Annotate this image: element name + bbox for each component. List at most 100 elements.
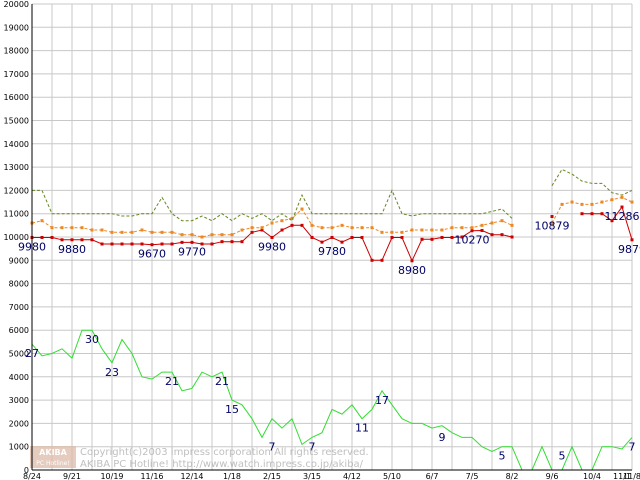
x-tick-label: 5/10 [383, 472, 401, 480]
data-label: 21 [215, 375, 229, 388]
series-point [120, 230, 124, 234]
series-point [350, 226, 354, 230]
series-point [630, 200, 634, 204]
series-point [580, 202, 584, 206]
series-point [80, 238, 84, 242]
data-label: 30 [85, 333, 99, 346]
series-point [500, 233, 504, 237]
y-tick-label: 10000 [4, 233, 29, 242]
series-point [310, 235, 314, 239]
series-point [190, 233, 194, 237]
axes [31, 4, 632, 471]
series-point [90, 228, 94, 232]
series-point [60, 238, 64, 242]
y-tick-label: 5000 [9, 350, 29, 359]
series-point [610, 198, 614, 202]
series-point [580, 212, 584, 216]
series-point [330, 226, 334, 230]
series-point [440, 235, 444, 239]
data-label: 9980 [258, 240, 286, 253]
y-tick-label: 8000 [9, 280, 29, 289]
series-line [32, 168, 633, 222]
y-tick-label: 16000 [4, 93, 29, 102]
series-point [110, 242, 114, 246]
series-point [140, 228, 144, 232]
series-point [250, 226, 254, 230]
series-point [130, 242, 134, 246]
data-label: 23 [105, 366, 119, 379]
data-label: 9670 [138, 248, 166, 261]
series-point [480, 223, 484, 227]
series-point [50, 235, 54, 239]
series-point [290, 223, 294, 227]
series-point [250, 230, 254, 234]
series-point [490, 233, 494, 237]
x-tick-label: 9/6 [546, 472, 559, 480]
series-point [60, 226, 64, 230]
x-tick-label: 10/4 [583, 472, 601, 480]
y-tick-label: 1000 [9, 443, 29, 452]
y-tick-label: 11000 [4, 210, 29, 219]
series-point [590, 202, 594, 206]
data-label: 5 [559, 450, 566, 463]
y-tick-label: 15000 [4, 117, 29, 126]
x-tick-label: 10/19 [100, 472, 123, 480]
series-point [180, 240, 184, 244]
series-point [410, 259, 414, 263]
data-label: 11286 [605, 210, 640, 223]
series-point [400, 230, 404, 234]
x-axis-tick-labels: 8/24 9/21 10/19 11/16 12/14 1/18 2/15 3/15 4/12 5… [23, 472, 640, 480]
series-point [100, 228, 104, 232]
series-point [70, 226, 74, 230]
data-label: 9879 [618, 243, 640, 256]
data-label: 21 [165, 375, 179, 388]
y-tick-label: 9000 [9, 256, 29, 265]
series-point [300, 223, 304, 227]
data-series [30, 168, 634, 471]
y-tick-label: 4000 [9, 373, 29, 382]
data-label: 9 [439, 431, 446, 444]
series-point [80, 226, 84, 230]
data-label: 5 [499, 450, 506, 463]
series-point [370, 258, 374, 262]
data-label: 10879 [535, 220, 570, 233]
x-tick-label: 7/5 [466, 472, 479, 480]
series-point [510, 235, 514, 239]
x-tick-label: 9/21 [63, 472, 81, 480]
series-point [240, 240, 244, 244]
series-point [460, 226, 464, 230]
series-point [620, 195, 624, 199]
x-tick-label: 11/8 [623, 472, 640, 480]
series-point [40, 235, 44, 239]
x-tick-label: 1/18 [223, 472, 241, 480]
watermark-logo-box [30, 446, 76, 468]
series-point [430, 228, 434, 232]
series-point [450, 226, 454, 230]
data-label: 7 [309, 440, 316, 453]
series-point [550, 221, 554, 225]
data-label: 15 [225, 403, 239, 416]
series-point [100, 242, 104, 246]
watermark-logo-bottom: PC Hotline! [36, 460, 69, 467]
series-point [500, 219, 504, 223]
y-tick-label: 19000 [4, 23, 29, 32]
series-point [270, 235, 274, 239]
series-point [360, 235, 364, 239]
series-point [200, 242, 204, 246]
series-point [40, 219, 44, 223]
series-point [430, 237, 434, 241]
series-point [260, 226, 264, 230]
series-point [470, 229, 474, 233]
data-label: 10270 [455, 234, 490, 247]
y-tick-label: 6000 [9, 326, 29, 335]
series-point [570, 200, 574, 204]
series-point [170, 230, 174, 234]
x-tick-label: 8/2 [506, 472, 519, 480]
data-label: 9770 [178, 245, 206, 258]
y-tick-label: 12000 [4, 186, 29, 195]
series-point [160, 230, 164, 234]
series-point [260, 228, 264, 232]
series-point [240, 228, 244, 232]
series-point [170, 242, 174, 246]
